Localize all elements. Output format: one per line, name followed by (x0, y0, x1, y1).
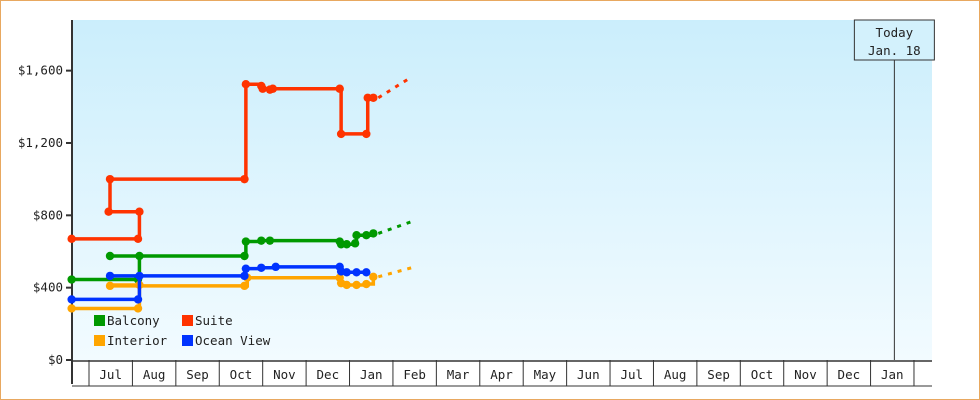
x-tick-label: Jul (620, 367, 643, 382)
data-point[interactable] (241, 264, 251, 273)
legend-label: Suite (195, 313, 233, 328)
data-point[interactable] (352, 231, 361, 240)
data-point[interactable] (258, 84, 267, 93)
data-point[interactable] (369, 272, 378, 282)
data-point[interactable] (362, 231, 371, 240)
data-point[interactable] (240, 271, 249, 281)
x-tick-label: Sep (186, 367, 209, 382)
x-tick-label: Jan (881, 367, 904, 382)
x-tick-label: Feb (403, 367, 426, 382)
data-point[interactable] (336, 129, 346, 139)
x-axis: Jul Aug Sep Oct Nov Dec Jan Feb Mar Apr May Jun Jul A… (72, 360, 932, 387)
x-tick-label: Nov (794, 367, 817, 382)
data-point[interactable] (67, 234, 76, 244)
data-point[interactable] (240, 251, 249, 261)
data-point[interactable] (257, 263, 266, 272)
legend-swatch (94, 315, 105, 326)
data-point[interactable] (105, 251, 115, 261)
data-point[interactable] (104, 207, 113, 216)
legend-label: Balcony (107, 313, 160, 328)
data-point[interactable] (265, 236, 275, 245)
x-tick-label: Oct (751, 367, 774, 382)
data-point[interactable] (240, 174, 249, 184)
data-point[interactable] (133, 304, 143, 313)
series-layer (67, 75, 413, 313)
legend-item[interactable]: Interior (94, 333, 168, 348)
data-point[interactable] (369, 229, 378, 238)
x-tick-label: May (534, 367, 557, 382)
data-point[interactable] (105, 174, 115, 184)
data-point[interactable] (369, 93, 378, 102)
plot-area (72, 20, 932, 360)
x-tick-label: Dec (317, 367, 340, 382)
legend-item[interactable]: Ocean View (182, 333, 271, 348)
series-ocean-view (67, 262, 371, 304)
data-point[interactable] (271, 262, 280, 272)
data-point[interactable] (67, 295, 76, 304)
legend-swatch (94, 335, 105, 346)
legend[interactable]: Balcony Suite Interior Ocean View (94, 313, 271, 348)
data-point[interactable] (135, 271, 144, 281)
y-tick-label: $1,600 (18, 63, 63, 78)
data-point[interactable] (133, 295, 143, 304)
legend-swatch (182, 315, 193, 326)
x-tick-label: Dec (838, 367, 861, 382)
data-point[interactable] (257, 236, 266, 245)
x-tick-label: Jan (360, 367, 383, 382)
data-point[interactable] (342, 240, 351, 249)
series-balcony (67, 220, 413, 284)
y-tick-label: $800 (33, 207, 63, 222)
x-tick-label: Oct (230, 367, 253, 382)
data-point[interactable] (350, 239, 360, 248)
today-box (853, 19, 935, 61)
data-point[interactable] (67, 304, 76, 313)
x-tick-label: Aug (664, 367, 687, 382)
y-axis: $0 $400 $800 $1,200 $1,600 (18, 20, 73, 384)
x-tick-label: Sep (707, 367, 730, 382)
data-point[interactable] (362, 129, 371, 139)
y-tick-label: $400 (33, 280, 63, 295)
data-point[interactable] (135, 251, 144, 261)
today-date: Jan. 18 (868, 43, 921, 58)
legend-swatch (182, 335, 193, 346)
x-tick-label: Jul (99, 367, 122, 382)
legend-label: Interior (107, 333, 168, 348)
legend-label: Ocean View (195, 333, 271, 348)
data-point[interactable] (342, 268, 351, 277)
legend-item[interactable]: Balcony (94, 313, 160, 328)
data-point[interactable] (105, 281, 115, 291)
legend-item[interactable]: Suite (182, 313, 233, 328)
x-tick-label: Mar (447, 367, 470, 382)
x-tick-label: Aug (143, 367, 166, 382)
x-tick-label: Nov (273, 367, 296, 382)
data-point[interactable] (268, 84, 278, 93)
today-marker: Today Jan. 18 (853, 19, 935, 360)
x-tick-label: Apr (490, 367, 513, 382)
data-point[interactable] (342, 280, 351, 290)
x-tick-label: Jun (577, 367, 600, 382)
series-projection (377, 75, 413, 100)
data-point[interactable] (135, 207, 144, 216)
data-point[interactable] (133, 234, 143, 244)
data-point[interactable] (240, 281, 249, 291)
data-point[interactable] (362, 268, 371, 277)
y-tick-label: $1,200 (18, 135, 63, 150)
y-tick-label: $0 (48, 352, 63, 367)
data-point[interactable] (241, 80, 251, 89)
data-point[interactable] (362, 279, 371, 289)
data-point[interactable] (67, 275, 76, 284)
data-point[interactable] (352, 280, 361, 290)
data-point[interactable] (241, 237, 251, 246)
data-point[interactable] (105, 271, 115, 281)
series-suite (67, 75, 413, 244)
data-point[interactable] (335, 84, 344, 93)
data-point[interactable] (352, 268, 361, 277)
today-label: Today (876, 25, 914, 40)
